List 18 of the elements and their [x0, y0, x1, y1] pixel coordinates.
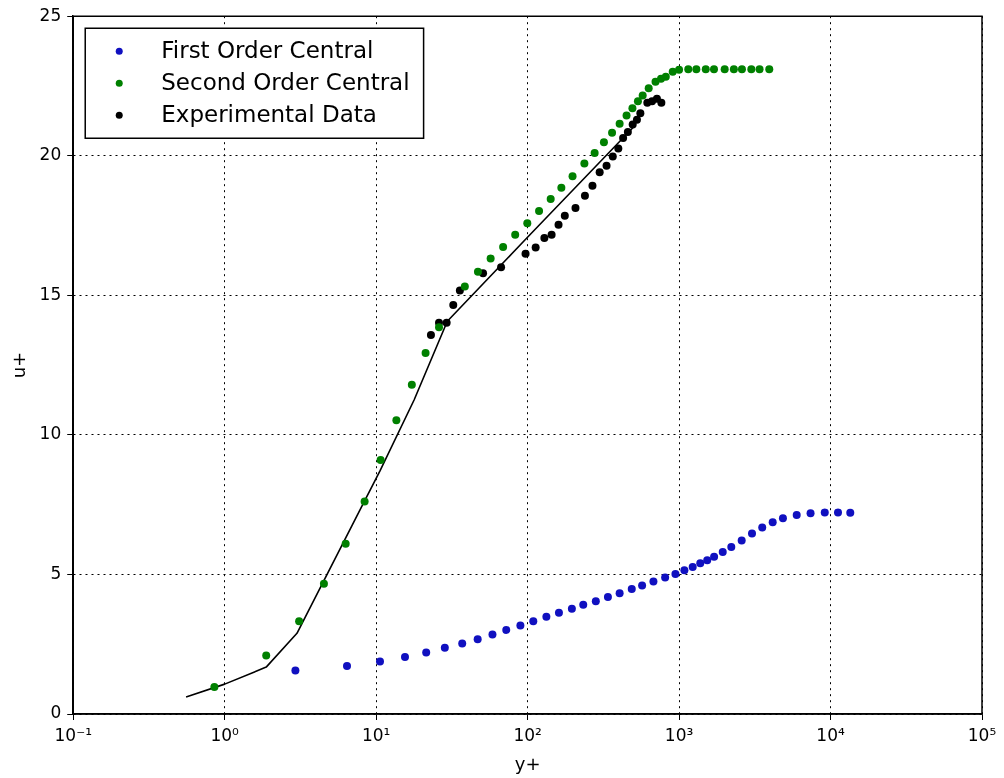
y-axis-title: u+: [8, 351, 30, 379]
x-tick-label: 10⁻¹: [54, 724, 92, 745]
legend-label: Experimental Data: [161, 101, 377, 128]
legend-label: Second Order Central: [161, 69, 410, 96]
x-tick-label: 10²: [513, 724, 542, 745]
y-tick-label: 10: [39, 423, 62, 444]
y-tick-label: 15: [39, 283, 62, 304]
x-tick-label: 10⁰: [210, 724, 240, 745]
y-tick-label: 0: [50, 702, 62, 723]
x-tick-label: 10⁴: [816, 724, 845, 745]
y-tick-label: 5: [50, 562, 62, 583]
x-tick-label: 10¹: [361, 724, 391, 745]
y-tick-label: 20: [39, 144, 62, 165]
x-tick-label: 10³: [664, 724, 694, 745]
x-tick-label: 10⁵: [967, 724, 997, 745]
legend-label: First Order Central: [161, 37, 374, 64]
y-tick-label: 25: [39, 4, 62, 25]
x-axis-title: y+: [514, 752, 541, 774]
